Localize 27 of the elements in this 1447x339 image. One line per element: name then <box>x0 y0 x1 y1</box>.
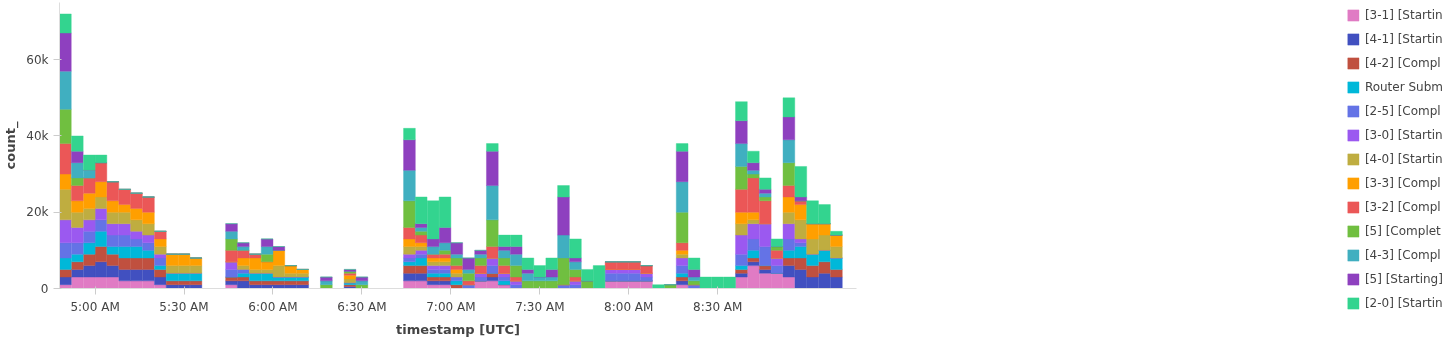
legend-label: [4-1] [Startin <box>1364 31 1443 48</box>
x-tick-label: 8:00 AM <box>604 299 654 314</box>
x-tick-label: 6:30 AM <box>337 299 387 314</box>
legend-label: [4-2] [Compl <box>1364 55 1441 72</box>
legend-label: [3-3] [Compl <box>1364 175 1441 192</box>
x-tick-label: 6:00 AM <box>248 299 298 314</box>
x-tick-label: 7:30 AM <box>515 299 565 314</box>
legend-label: [2-0] [Startin <box>1364 295 1443 312</box>
legend-label: [3-1] [Startin <box>1364 7 1443 24</box>
legend-label: [5] [Starting] <box>1364 271 1443 288</box>
y-tick-label: 20k <box>26 205 49 220</box>
x-tick-label: 5:00 AM <box>70 299 120 314</box>
legend-label: [3-0] [Startin <box>1364 127 1443 144</box>
legend-label: [4-3] [Compl <box>1364 247 1441 264</box>
legend-label: Router Subm <box>1364 79 1443 96</box>
x-tick-label: 8:30 AM <box>693 299 743 314</box>
y-tick-label: 60k <box>26 52 49 67</box>
y-tick-label: 0 <box>40 281 49 296</box>
x-tick-label: 7:00 AM <box>426 299 476 314</box>
y-tick-label: 40k <box>26 128 49 143</box>
legend-label: [2-5] [Compl <box>1364 103 1441 120</box>
legend-label: [5] [Complet <box>1364 223 1441 240</box>
x-tick-label: 5:30 AM <box>159 299 209 314</box>
legend-label: [4-0] [Startin <box>1364 151 1443 168</box>
y-axis-title: count_ <box>3 121 20 170</box>
legend-label: [3-2] [Compl <box>1364 199 1441 216</box>
x-axis-title: timestamp [UTC] <box>396 321 520 337</box>
